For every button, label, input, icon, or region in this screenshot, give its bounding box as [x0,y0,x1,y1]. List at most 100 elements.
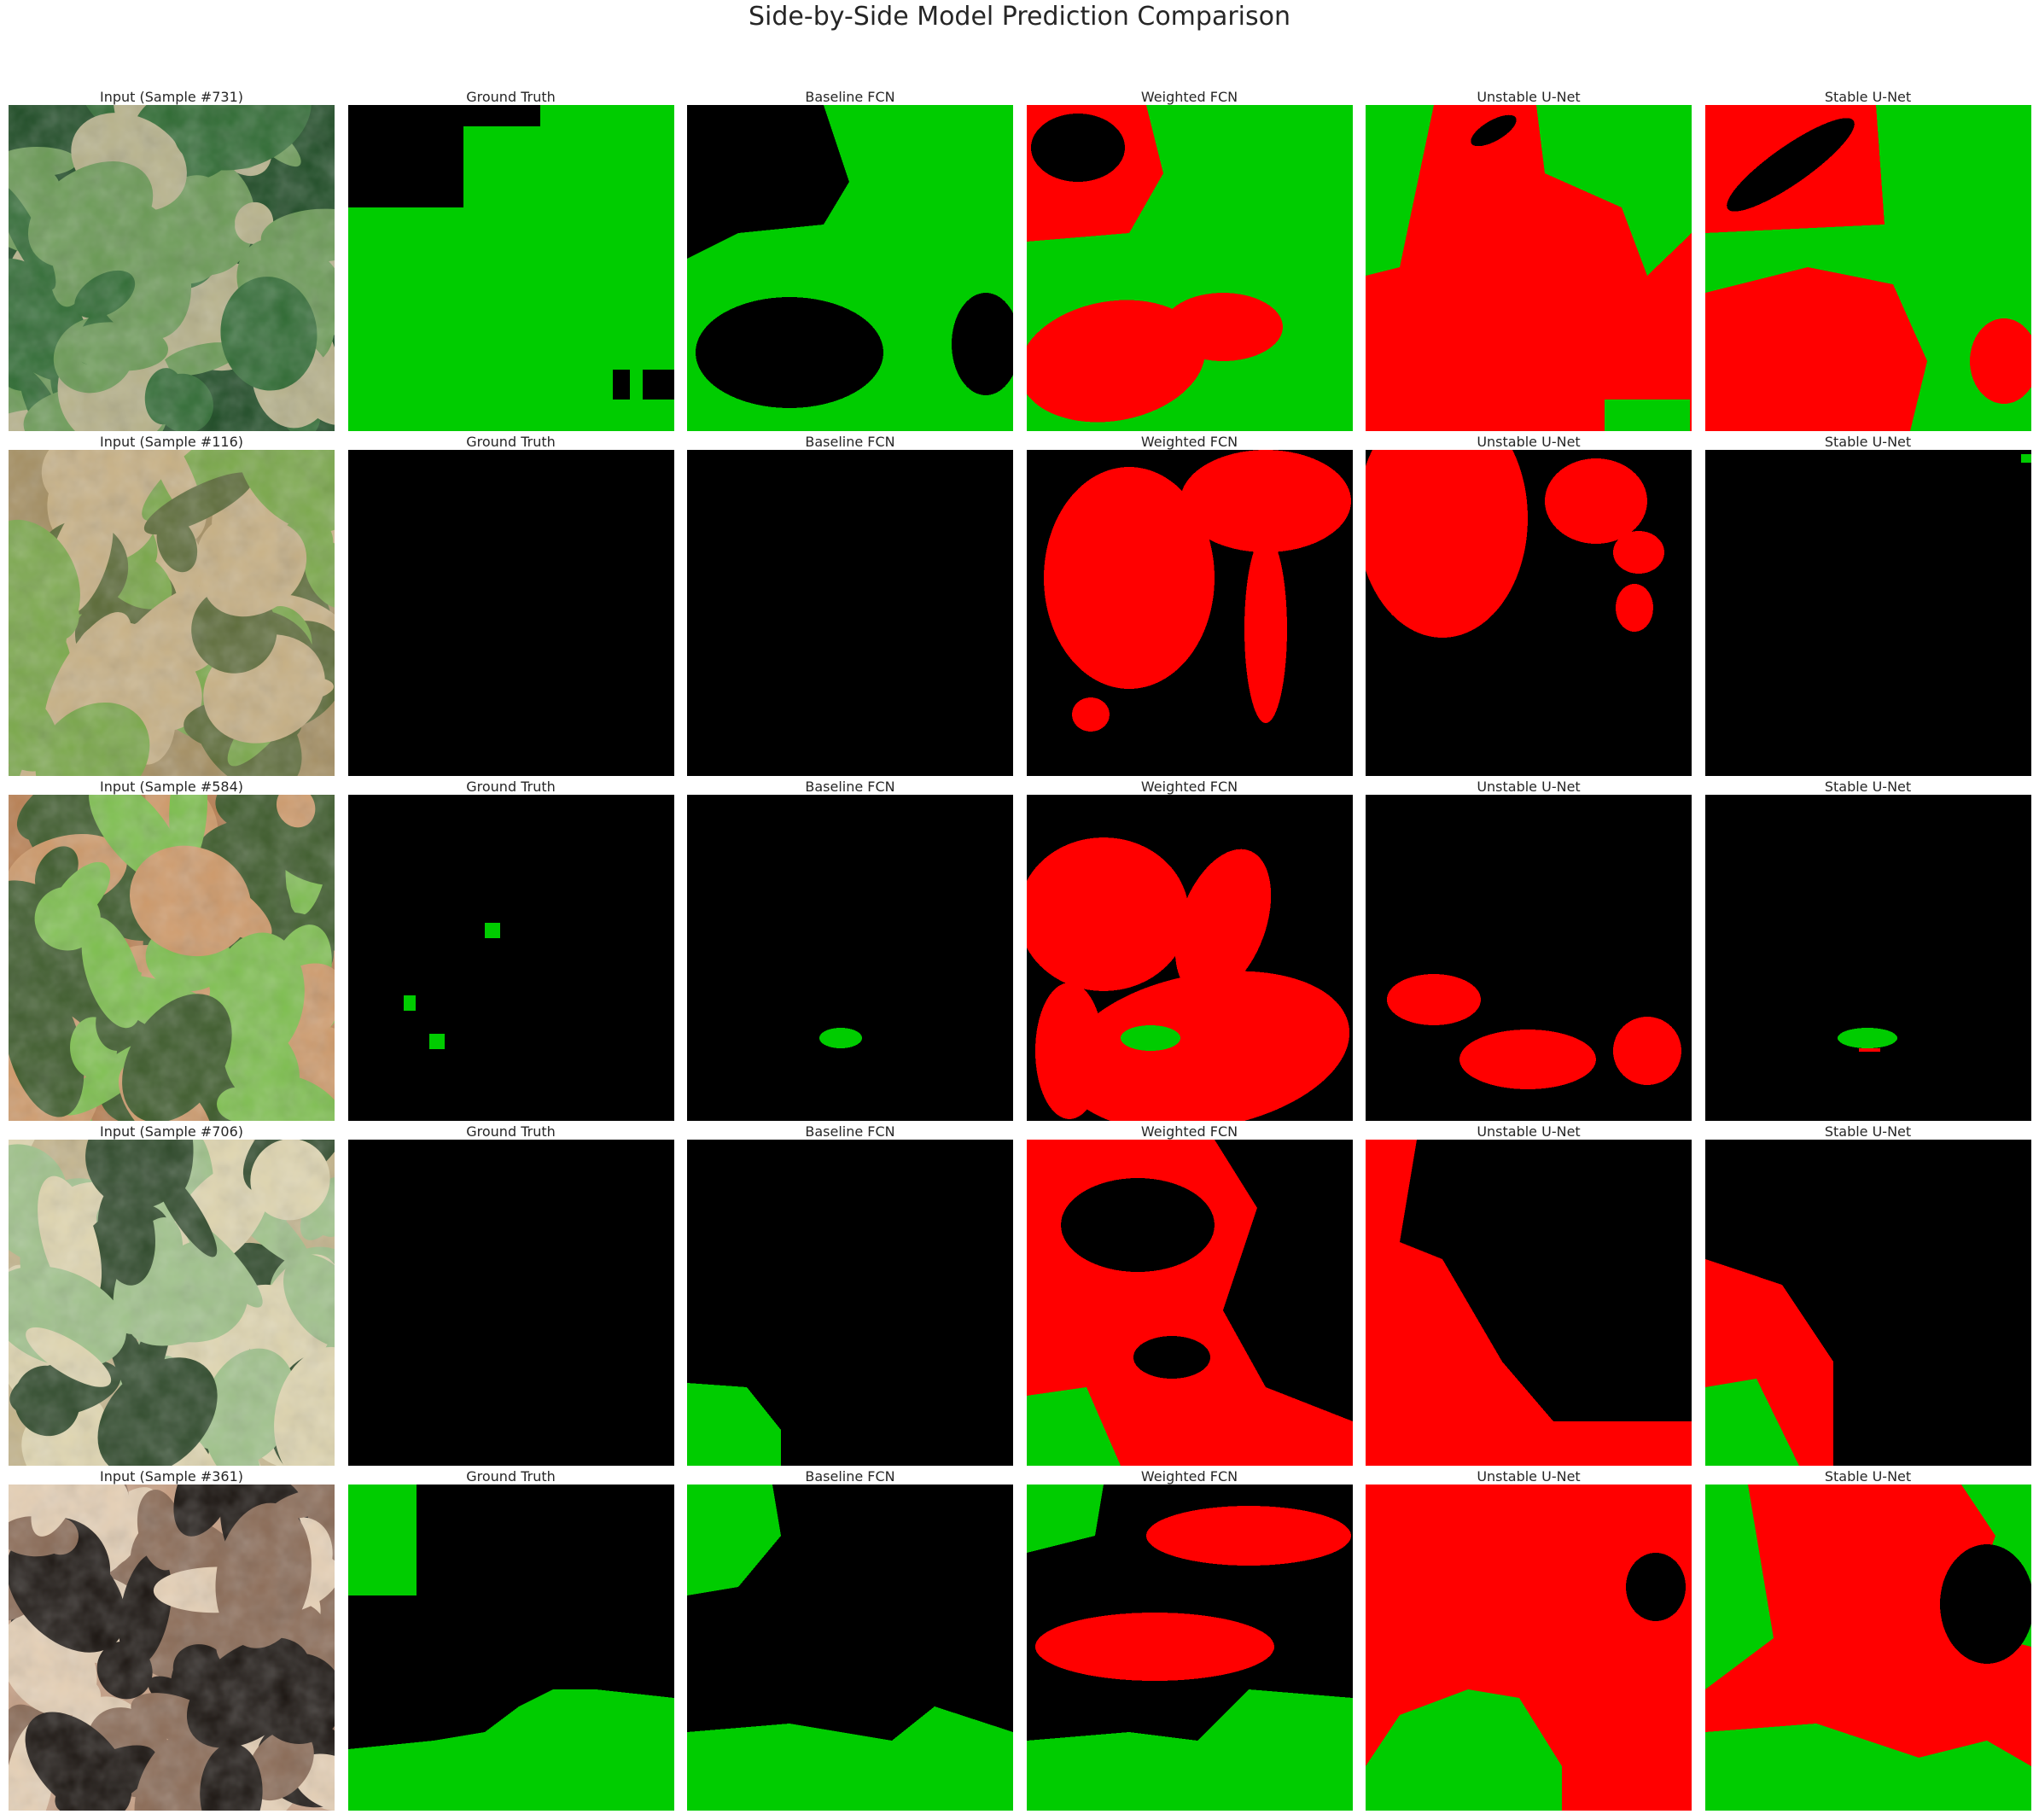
input-title: Input (Sample #706) [99,1123,244,1140]
prediction-mask [687,450,1013,776]
pred-background [1471,114,1517,147]
input-noise [9,1140,335,1466]
pred-correct-region [1704,1379,1799,1466]
ground-truth-mask [347,795,674,1121]
pred-background [1400,1140,1692,1421]
pred-error-region [1387,974,1481,1025]
pred-error-region [1034,983,1104,1119]
pred-background [1726,118,1855,212]
pred-correct-region [1837,1028,1897,1048]
pred-error-region [1613,1017,1681,1085]
pred-error-region [1969,318,2031,404]
panel-title-unstable-u-net: Unstable U-Net [1477,89,1581,105]
pred-error-region [1613,531,1664,574]
gt-positive-region [347,1689,674,1811]
prediction-mask [1704,1140,2031,1466]
input-noise [9,795,335,1121]
pred-background [1030,114,1125,182]
pred-error-region [1062,971,1349,1121]
panel-title-ground-truth: Ground Truth [466,1123,556,1140]
prediction-mask [1704,105,2031,431]
gt-negative-region [642,370,674,400]
prediction-mask [687,795,1013,1121]
pred-background [1626,1553,1686,1621]
pred-background [1939,1544,2031,1664]
prediction-mask [1704,1485,2031,1811]
pred-background [347,1140,674,1466]
pred-error-region [1545,458,1647,544]
pred-error-region [1616,584,1653,632]
pred-correct-region [1366,105,1434,276]
pred-error-region [1858,1048,1880,1052]
pred-background [347,795,674,1121]
pred-correct-region [687,1706,1013,1811]
panel-title-ground-truth: Ground Truth [466,1468,556,1485]
input-noise [9,1485,335,1811]
pred-correct-region [1120,1025,1180,1051]
pred-correct-region [1026,1689,1353,1811]
gt-positive-region [428,1034,445,1049]
prediction-mask [1366,1140,1692,1466]
panel-title-weighted-fcn: Weighted FCN [1140,434,1238,450]
pred-error-region [1162,293,1283,361]
pred-background [687,795,1013,1121]
input-title: Input (Sample #361) [99,1468,244,1485]
input-noise [9,105,335,431]
input-image-panel [9,1140,335,1466]
prediction-mask [1366,1485,1692,1811]
panel-title-unstable-u-net: Unstable U-Net [1477,434,1581,450]
panel-title-stable-u-net: Stable U-Net [1824,1468,1912,1485]
prediction-mask [1026,450,1353,776]
prediction-mask [687,1485,1013,1811]
pred-error-region [1071,697,1110,732]
prediction-mask [1704,450,2031,776]
pred-correct-region [1704,1724,2031,1811]
prediction-mask [687,1140,1013,1466]
panel-title-ground-truth: Ground Truth [466,779,556,795]
input-image-panel [9,450,335,776]
prediction-mask [1366,105,1692,431]
pred-error-region [1366,450,1528,638]
pred-correct-region [687,1485,781,1595]
panel-title-baseline-fcn: Baseline FCN [805,779,895,795]
pred-background [1214,1140,1353,1421]
prediction-mask [1366,795,1692,1121]
prediction-mask [1366,450,1692,776]
input-title: Input (Sample #584) [99,779,244,795]
input-image-panel [9,795,335,1121]
pred-background [1133,1336,1210,1379]
panel-title-weighted-fcn: Weighted FCN [1140,1123,1238,1140]
pred-correct-region [1026,1387,1121,1466]
prediction-mask [1026,795,1353,1121]
pred-error-region [1026,837,1189,991]
pred-correct-region [819,1028,862,1048]
input-image-panel [9,1485,335,1811]
pred-background [687,450,1013,776]
gt-positive-region [347,1485,417,1595]
pred-background [1704,795,2031,1121]
pred-error-region [1704,267,1927,431]
gt-positive-region [484,923,500,938]
panel-title-stable-u-net: Stable U-Net [1824,779,1912,795]
panel-title-baseline-fcn: Baseline FCN [805,1123,895,1140]
input-title: Input (Sample #116) [99,434,244,450]
pred-correct-region [1605,400,1690,431]
gt-negative-region [612,370,630,400]
pred-background [1060,1178,1215,1272]
panel-title-unstable-u-net: Unstable U-Net [1477,1123,1581,1140]
prediction-mask [1704,795,2031,1121]
panel-title-weighted-fcn: Weighted FCN [1140,1468,1238,1485]
gt-negative-region [347,105,540,207]
panel-title-weighted-fcn: Weighted FCN [1140,779,1238,795]
pred-correct-region [2020,454,2031,463]
pred-correct-region [1026,1485,1104,1553]
panel-title-stable-u-net: Stable U-Net [1824,1123,1912,1140]
panel-title-unstable-u-net: Unstable U-Net [1477,779,1581,795]
ground-truth-mask [347,1485,674,1811]
pred-error-region [1174,849,1271,997]
prediction-mask [687,105,1013,431]
ground-truth-mask [347,105,674,431]
prediction-mask [1026,1485,1353,1811]
pred-error-region [1459,1030,1596,1089]
pred-error-region [1034,1613,1274,1681]
